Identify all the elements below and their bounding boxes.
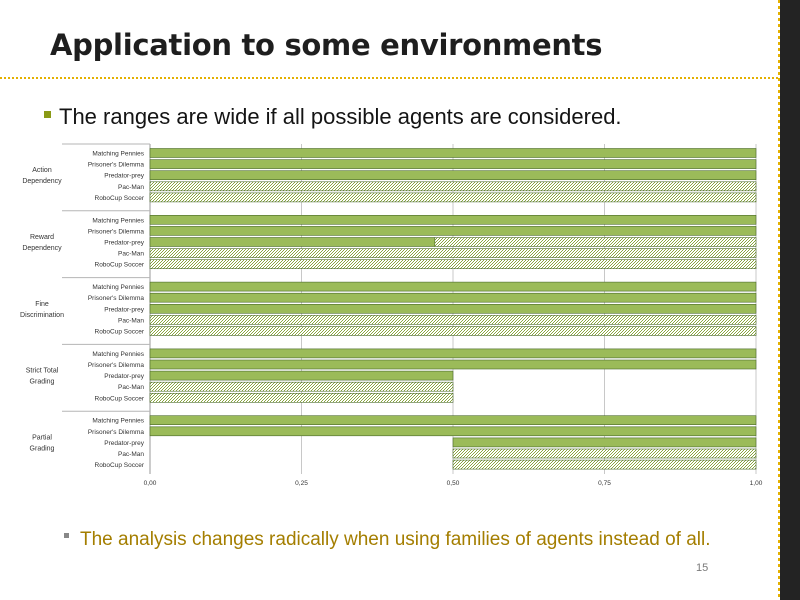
x-tick-label: 1,00 <box>750 480 763 487</box>
range-bar <box>149 348 757 359</box>
bullet-square-icon <box>44 110 51 118</box>
category-label: Predator-prey <box>104 173 144 180</box>
group-label: Discrimination <box>20 312 64 319</box>
group-label: Partial <box>32 434 52 441</box>
group-label: Strict Total <box>26 368 59 375</box>
category-label: Matching Pennies <box>92 418 144 425</box>
range-bar <box>452 437 757 448</box>
x-tick-label: 0,75 <box>598 480 611 487</box>
group-label: Grading <box>30 379 55 386</box>
group-label: Reward <box>30 234 54 241</box>
range-bar <box>149 148 757 158</box>
category-label: Prisoner's Dilemma <box>88 162 145 169</box>
range-bar <box>149 281 757 292</box>
category-label: RoboCup Soccer <box>95 462 145 469</box>
range-bar <box>149 159 757 169</box>
category-label: Pac-Man <box>118 451 144 458</box>
range-bar-chart: 0,00 0,25 0,50 0,75 1,00 Action Dependency Matc… <box>20 143 763 488</box>
range-bar <box>149 181 757 192</box>
group-label: Action <box>32 167 52 174</box>
bullet-1: The ranges are wide if all possible agen… <box>44 104 622 130</box>
category-label: Matching Pennies <box>92 351 144 358</box>
range-bar <box>149 415 757 426</box>
range-bar <box>149 359 757 370</box>
category-label: Matching Pennies <box>92 151 144 158</box>
group-label: Fine <box>35 301 49 308</box>
group-label: Grading <box>30 445 55 452</box>
x-tick-label: 0,00 <box>144 480 157 487</box>
category-label: Pac-Man <box>118 384 144 391</box>
range-bar <box>149 326 757 336</box>
title-divider <box>0 77 778 79</box>
bullet-1-text: The ranges are wide if all possible agen… <box>59 104 622 129</box>
category-label: Prisoner's Dilemma <box>88 228 145 235</box>
category-label: Matching Pennies <box>92 217 144 224</box>
category-label: RoboCup Soccer <box>95 195 145 202</box>
bullet-2-text: The analysis changes radically when usin… <box>80 529 711 550</box>
range-bar <box>149 215 757 225</box>
range-bar <box>149 393 454 403</box>
range-bar <box>149 259 757 269</box>
category-label: Prisoner's Dilemma <box>88 295 145 302</box>
range-bar <box>149 237 436 247</box>
category-label: Pac-Man <box>118 251 144 258</box>
range-bar <box>149 426 757 437</box>
category-label: Pac-Man <box>118 184 144 191</box>
range-bar <box>149 170 757 181</box>
category-label: Predator-prey <box>104 306 144 313</box>
category-label: Matching Pennies <box>92 284 144 291</box>
range-bar <box>149 381 454 392</box>
range-bar-remainder <box>434 237 757 247</box>
category-label: RoboCup Soccer <box>95 395 145 402</box>
page-number: 15 <box>696 562 709 574</box>
range-bar <box>149 315 757 325</box>
category-label: Predator-prey <box>104 373 144 380</box>
range-bar <box>149 370 454 381</box>
range-bar <box>452 448 757 459</box>
range-bar <box>149 248 757 258</box>
x-tick-label: 0,50 <box>447 480 460 487</box>
bullet-square-small-icon <box>64 533 69 538</box>
category-label: Pac-Man <box>118 317 144 324</box>
range-bar <box>149 304 757 314</box>
slide-title: Application to some environments <box>50 28 603 62</box>
range-bar <box>149 292 757 303</box>
category-label: Predator-prey <box>104 440 144 447</box>
group-label: Dependency <box>22 245 62 252</box>
bars <box>149 148 757 470</box>
category-label: RoboCup Soccer <box>95 262 145 269</box>
right-decoration-band <box>778 0 800 600</box>
range-bar <box>149 192 757 203</box>
bullet-2: The analysis changes radically when usin… <box>64 526 764 553</box>
category-label: RoboCup Soccer <box>95 329 145 336</box>
category-label: Prisoner's Dilemma <box>88 362 145 369</box>
group-label: Dependency <box>22 178 62 185</box>
axis-labels: 0,00 0,25 0,50 0,75 1,00 Action Dependency Matc… <box>20 151 763 488</box>
x-tick-label: 0,25 <box>295 480 308 487</box>
range-bar <box>149 226 757 236</box>
category-label: Predator-prey <box>104 240 144 247</box>
range-bar <box>452 459 757 470</box>
category-label: Prisoner's Dilemma <box>88 429 145 436</box>
